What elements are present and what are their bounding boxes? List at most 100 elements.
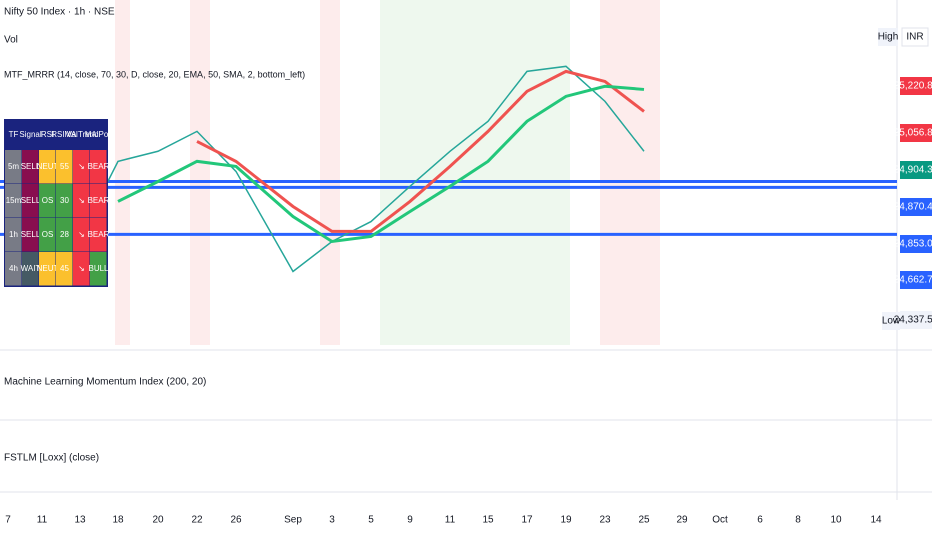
table-cell: [56, 184, 73, 218]
series-line: [117, 84, 645, 244]
low-button-label[interactable]: Low: [882, 316, 901, 327]
table-cell: [22, 218, 39, 252]
price-tag-text: 25,220.84: [894, 81, 932, 92]
table-cell-text: 30: [60, 196, 69, 205]
price-tag: [900, 235, 932, 253]
pane-title: FSTLM [Loxx] (close): [4, 453, 99, 464]
table-cell-text: WAIT: [21, 264, 41, 273]
x-tick-label: 22: [191, 515, 203, 526]
price-tag-text: 24,662.70: [894, 275, 932, 286]
table-cell: [73, 252, 90, 286]
table-cell-text: ↘: [78, 230, 85, 239]
table-cell: [39, 184, 56, 218]
x-tick-label: 6: [757, 515, 763, 526]
x-tick-label: 20: [152, 515, 164, 526]
x-tick-label: Sep: [284, 515, 302, 526]
x-tick-label: 23: [599, 515, 611, 526]
table-cell-text: 1h: [9, 230, 18, 239]
table-cell: [90, 184, 107, 218]
x-tick-label: 9: [407, 515, 413, 526]
x-tick-label: 19: [560, 515, 572, 526]
x-tick-label: 8: [795, 515, 801, 526]
x-tick-label: 17: [521, 515, 533, 526]
table-header: MA Trend: [64, 130, 98, 139]
table-cell: [22, 150, 39, 184]
background-bands: [115, 0, 660, 345]
table-cell-text: ↘: [78, 196, 85, 205]
table-cell-text: 5m: [8, 162, 19, 171]
table-cell: [39, 150, 56, 184]
table-header: Signal: [19, 130, 41, 139]
table-cell: [56, 218, 73, 252]
table-cell-text: ↘: [78, 264, 85, 273]
high-button[interactable]: [878, 28, 898, 46]
x-tick-label: 14: [870, 515, 882, 526]
table-cell-text: 28: [60, 230, 69, 239]
x-tick-label: 10: [830, 515, 842, 526]
table-cell-text: BULL: [88, 264, 109, 273]
table-cell: [90, 150, 107, 184]
price-tag-text: 24,870.40: [894, 202, 932, 213]
table-cell-text: 45: [60, 264, 69, 273]
table-cell: [90, 218, 107, 252]
x-tick-label: 7: [5, 515, 11, 526]
table-header: MA Pos: [85, 130, 113, 139]
table-header: RSI: [41, 130, 54, 139]
price-tag: [900, 161, 932, 179]
currency-button[interactable]: [901, 27, 929, 47]
table-cell-text: SELL: [21, 162, 41, 171]
table-cell: [22, 184, 39, 218]
price-tag: [900, 271, 932, 289]
x-tick-label: 25: [638, 515, 650, 526]
series-line: [196, 69, 645, 233]
low-button[interactable]: [882, 312, 900, 330]
price-tag: [900, 77, 932, 95]
x-tick-label: 13: [74, 515, 86, 526]
x-tick-label: 15: [482, 515, 494, 526]
table-cell-text: NEUT: [37, 264, 59, 273]
currency-label[interactable]: INR: [906, 32, 923, 43]
table-cell-text: OS: [42, 196, 54, 205]
x-tick-label: 5: [368, 515, 374, 526]
pane-title: Machine Learning Momentum Index (200, 20…: [4, 377, 206, 388]
table-cell-text: SELL: [21, 196, 41, 205]
price-tag-text: 24,337.50: [894, 315, 932, 326]
table-cell: [73, 184, 90, 218]
table-cell: [22, 252, 39, 286]
table-cell-text: 15m: [6, 196, 22, 205]
table-cell-text: SELL: [21, 230, 41, 239]
x-tick-label: 26: [230, 515, 242, 526]
table-header: TF: [9, 130, 19, 139]
x-tick-label: 11: [445, 515, 456, 526]
indicator-label: MTF_MRRR (14, close, 70, 30, D, close, 2…: [4, 69, 305, 79]
x-tick-label: Oct: [712, 515, 728, 526]
price-tag-text: 24,853.05: [894, 239, 932, 250]
x-tick-label: 3: [329, 515, 335, 526]
table-header: RSI Val: [51, 130, 78, 139]
price-tag: [900, 311, 932, 329]
table-cell: [39, 252, 56, 286]
table-cell: [5, 184, 22, 218]
table-cell: [90, 252, 107, 286]
table-cell-text: BEAR: [88, 196, 110, 205]
table-cell: [56, 252, 73, 286]
price-tag-text: 25,056.83: [894, 128, 932, 139]
table-cell: [56, 150, 73, 184]
x-tick-label: 18: [112, 515, 124, 526]
table-cell: [73, 150, 90, 184]
high-button-label[interactable]: High: [878, 32, 899, 43]
table-cell: [5, 252, 22, 286]
plot: [0, 65, 897, 273]
price-tag: [900, 198, 932, 216]
table-cell-text: BEAR: [88, 162, 110, 171]
x-tick-label: 29: [676, 515, 688, 526]
volume-label: Vol: [4, 35, 18, 46]
table-cell: [5, 150, 22, 184]
table-cell-text: BEAR: [88, 230, 110, 239]
table-cell: [73, 218, 90, 252]
x-tick-label: 11: [37, 515, 48, 526]
price-tag: [900, 124, 932, 142]
symbol-title: Nifty 50 Index · 1h · NSE: [4, 7, 115, 18]
